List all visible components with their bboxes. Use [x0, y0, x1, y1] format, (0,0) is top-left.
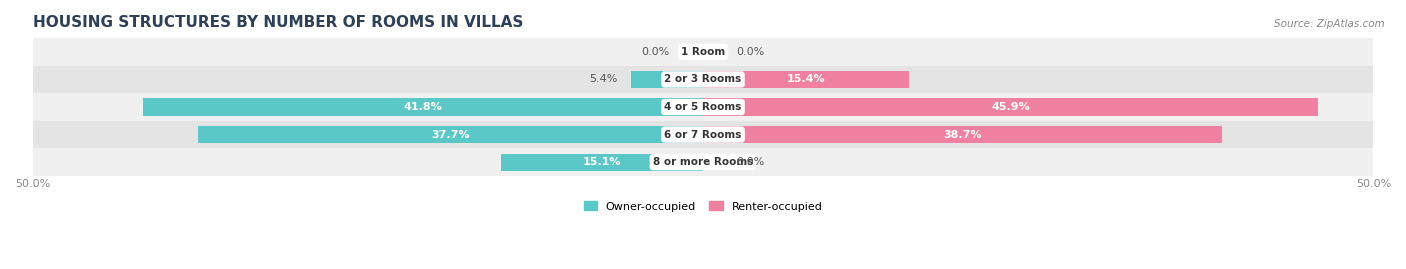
- Text: 37.7%: 37.7%: [432, 130, 470, 140]
- Text: 0.0%: 0.0%: [641, 47, 669, 57]
- Bar: [32, 148, 1374, 176]
- Text: 1 Room: 1 Room: [681, 47, 725, 57]
- Bar: [32, 38, 1374, 66]
- Bar: [703, 98, 1319, 116]
- Bar: [142, 98, 703, 116]
- Legend: Owner-occupied, Renter-occupied: Owner-occupied, Renter-occupied: [583, 201, 823, 212]
- Text: 41.8%: 41.8%: [404, 102, 441, 112]
- Text: 4 or 5 Rooms: 4 or 5 Rooms: [664, 102, 742, 112]
- Text: 2 or 3 Rooms: 2 or 3 Rooms: [665, 75, 741, 84]
- Bar: [197, 126, 703, 143]
- Bar: [703, 126, 1222, 143]
- Text: 38.7%: 38.7%: [943, 130, 981, 140]
- Text: 15.4%: 15.4%: [787, 75, 825, 84]
- Text: 8 or more Rooms: 8 or more Rooms: [652, 157, 754, 167]
- Text: 0.0%: 0.0%: [737, 47, 765, 57]
- Bar: [631, 71, 703, 88]
- Text: 6 or 7 Rooms: 6 or 7 Rooms: [664, 130, 742, 140]
- Bar: [32, 66, 1374, 93]
- Text: 5.4%: 5.4%: [589, 75, 617, 84]
- Text: 15.1%: 15.1%: [582, 157, 621, 167]
- Text: 0.0%: 0.0%: [737, 157, 765, 167]
- Bar: [501, 154, 703, 171]
- Bar: [32, 121, 1374, 148]
- Text: Source: ZipAtlas.com: Source: ZipAtlas.com: [1274, 19, 1385, 29]
- Bar: [703, 71, 910, 88]
- Bar: [32, 93, 1374, 121]
- Text: 45.9%: 45.9%: [991, 102, 1031, 112]
- Text: HOUSING STRUCTURES BY NUMBER OF ROOMS IN VILLAS: HOUSING STRUCTURES BY NUMBER OF ROOMS IN…: [32, 15, 523, 30]
